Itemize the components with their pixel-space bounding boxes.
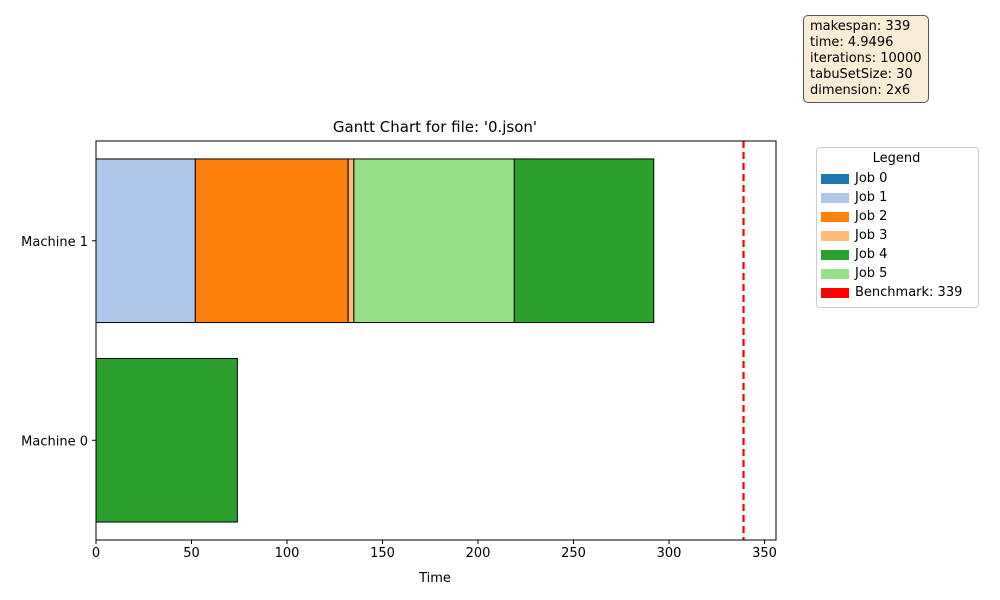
legend-label: Job 5 [855,266,888,281]
x-tick-label: 100 [275,546,300,561]
x-axis-label: Time [418,571,451,586]
legend-item: Job 0 [821,169,972,188]
y-tick-label: Machine 0 [21,434,88,449]
legend-label: Job 2 [855,209,888,224]
plot-frame [95,140,777,541]
task-bar-machine-1-job-1 [95,158,196,324]
info-iterations: iterations: 10000 [810,51,922,66]
y-tick-label: Machine 1 [21,235,88,250]
legend-item: Benchmark: 339 [821,283,972,302]
legend-swatch [821,249,849,260]
legend-item: Job 4 [821,245,972,264]
chart-title: Gantt Chart for file: '0.json' [333,118,537,136]
legend-swatch [821,173,849,184]
x-tick-label: 250 [561,546,586,561]
info-tabu-set-size: tabuSetSize: 30 [810,67,913,82]
task-bar-machine-1-job-4 [513,158,655,324]
legend-swatch [821,230,849,241]
x-tick-label: 200 [466,546,491,561]
x-tick-label: 150 [370,546,395,561]
legend-swatch [821,268,849,279]
legend-item: Job 2 [821,207,972,226]
legend: Legend Job 0 Job 1 Job 2 Job 3 Job 4 Job 5 Ben… [816,147,979,308]
info-dimension: dimension: 2x6 [810,83,911,98]
x-tick-label: 0 [92,546,100,561]
legend-item: Job 1 [821,188,972,207]
task-bar-machine-0-job-4 [95,357,238,523]
legend-swatch [821,211,849,222]
legend-swatch [821,287,849,298]
legend-item: Job 3 [821,226,972,245]
task-bar-machine-1-job-2 [194,158,349,324]
x-tick-label: 350 [752,546,777,561]
legend-swatch [821,192,849,203]
legend-label: Benchmark: 339 [855,285,963,300]
legend-label: Job 3 [855,228,888,243]
info-makespan: makespan: 339 [810,19,911,34]
task-bar-machine-1-job-5 [353,158,515,324]
x-tick-label: 50 [183,546,200,561]
legend-label: Job 4 [855,247,888,262]
legend-item: Job 5 [821,264,972,283]
legend-label: Job 1 [855,190,888,205]
x-tick-label: 300 [657,546,682,561]
task-bar-machine-1-job-3 [347,158,355,324]
run-info-box: makespan: 339 time: 4.9496 iterations: 1… [803,15,929,103]
legend-title: Legend [872,151,921,166]
info-time: time: 4.9496 [810,35,894,50]
legend-label: Job 0 [855,171,888,186]
